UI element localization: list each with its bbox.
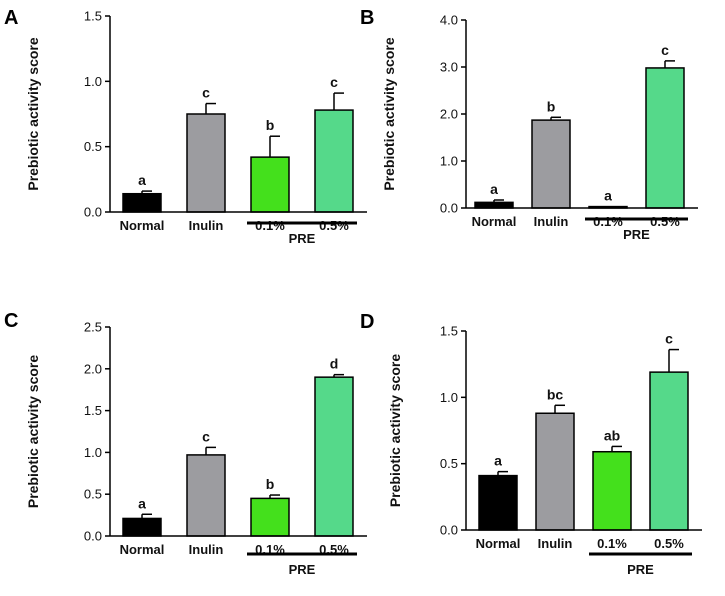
y-tick-label-0: 0.0 xyxy=(84,205,102,220)
y-tick-label-3: 1.5 xyxy=(84,9,102,24)
significance-label-3: b xyxy=(266,117,275,133)
y-tick-label-3: 1.5 xyxy=(440,324,458,339)
category-label-4: 0.5% xyxy=(319,218,349,233)
significance-label-1: a xyxy=(494,453,502,469)
significance-label-2: b xyxy=(547,98,556,114)
significance-label-1: a xyxy=(138,172,146,188)
y-tick-label-0: 0.0 xyxy=(440,523,458,538)
bar-1 xyxy=(122,517,162,537)
significance-label-2: c xyxy=(202,428,210,444)
group-label: PRE xyxy=(289,231,316,246)
bar-1 xyxy=(478,474,518,531)
bar-2 xyxy=(535,412,575,531)
category-label-3: 0.1% xyxy=(597,536,627,551)
bar-4 xyxy=(314,376,354,537)
bar-2 xyxy=(186,454,226,537)
category-label-1: Normal xyxy=(120,542,165,557)
significance-label-2: bc xyxy=(547,386,564,402)
panel-letter: C xyxy=(4,310,18,332)
panel-b: B Prebiotic activity score a Normal b Inulin a… xyxy=(360,7,698,242)
panel-d: D Prebiotic activity score a Normal bc Inulin… xyxy=(360,311,702,577)
bar-4 xyxy=(645,67,685,209)
significance-label-1: a xyxy=(138,495,146,511)
panel-letter: B xyxy=(360,7,374,29)
bar-3 xyxy=(250,156,290,213)
y-axis-title: Prebiotic activity score xyxy=(381,37,397,191)
y-tick-label-1: 1.0 xyxy=(440,154,458,169)
significance-label-2: c xyxy=(202,85,210,101)
y-tick-label-4: 2.0 xyxy=(84,361,102,376)
significance-label-3: b xyxy=(266,476,275,492)
y-tick-label-2: 1.0 xyxy=(440,390,458,405)
bar-4 xyxy=(649,371,689,531)
y-tick-label-1: 0.5 xyxy=(84,487,102,502)
panel-letter: A xyxy=(4,7,18,29)
group-label: PRE xyxy=(289,562,316,577)
y-tick-label-2: 1.0 xyxy=(84,445,102,460)
y-tick-label-0: 0.0 xyxy=(84,529,102,544)
category-label-2: Inulin xyxy=(189,542,224,557)
category-label-1: Normal xyxy=(120,218,165,233)
y-axis-title: Prebiotic activity score xyxy=(25,37,41,191)
group-label: PRE xyxy=(623,227,650,242)
category-label-3: 0.1% xyxy=(593,214,623,229)
y-tick-label-3: 1.5 xyxy=(84,403,102,418)
significance-label-3: a xyxy=(604,188,612,204)
y-tick-label-3: 3.0 xyxy=(440,60,458,75)
category-label-1: Normal xyxy=(472,214,517,229)
y-tick-label-0: 0.0 xyxy=(440,201,458,216)
significance-label-4: c xyxy=(661,42,669,58)
bar-4 xyxy=(314,109,354,213)
bar-3 xyxy=(592,450,632,531)
significance-label-4: c xyxy=(665,331,673,347)
category-label-2: Inulin xyxy=(538,536,573,551)
y-tick-label-1: 0.5 xyxy=(84,139,102,154)
y-tick-label-4: 4.0 xyxy=(440,13,458,28)
y-tick-label-2: 2.0 xyxy=(440,107,458,122)
bar-3 xyxy=(250,497,290,537)
y-tick-label-2: 1.0 xyxy=(84,74,102,89)
category-label-4: 0.5% xyxy=(654,536,684,551)
panel-a: A Prebiotic activity score a Normal c Inulin b… xyxy=(4,7,367,246)
category-label-2: Inulin xyxy=(189,218,224,233)
bar-2 xyxy=(186,113,226,213)
panel-letter: D xyxy=(360,311,374,333)
significance-label-4: d xyxy=(330,356,339,372)
bar-1 xyxy=(474,201,514,209)
y-tick-label-1: 0.5 xyxy=(440,456,458,471)
y-tick-label-5: 2.5 xyxy=(84,320,102,335)
bar-2 xyxy=(531,119,571,209)
category-label-2: Inulin xyxy=(534,214,569,229)
category-label-3: 0.1% xyxy=(255,218,285,233)
y-axis-title: Prebiotic activity score xyxy=(25,355,41,509)
y-axis-title: Prebiotic activity score xyxy=(387,354,403,508)
significance-label-3: ab xyxy=(604,427,620,443)
panel-c: C Prebiotic activity score a Normal c Inulin b… xyxy=(4,310,367,577)
significance-label-4: c xyxy=(330,74,338,90)
category-label-4: 0.5% xyxy=(650,214,680,229)
significance-label-1: a xyxy=(490,181,498,197)
category-label-1: Normal xyxy=(476,536,521,551)
bar-1 xyxy=(122,192,162,213)
group-label: PRE xyxy=(627,562,654,577)
